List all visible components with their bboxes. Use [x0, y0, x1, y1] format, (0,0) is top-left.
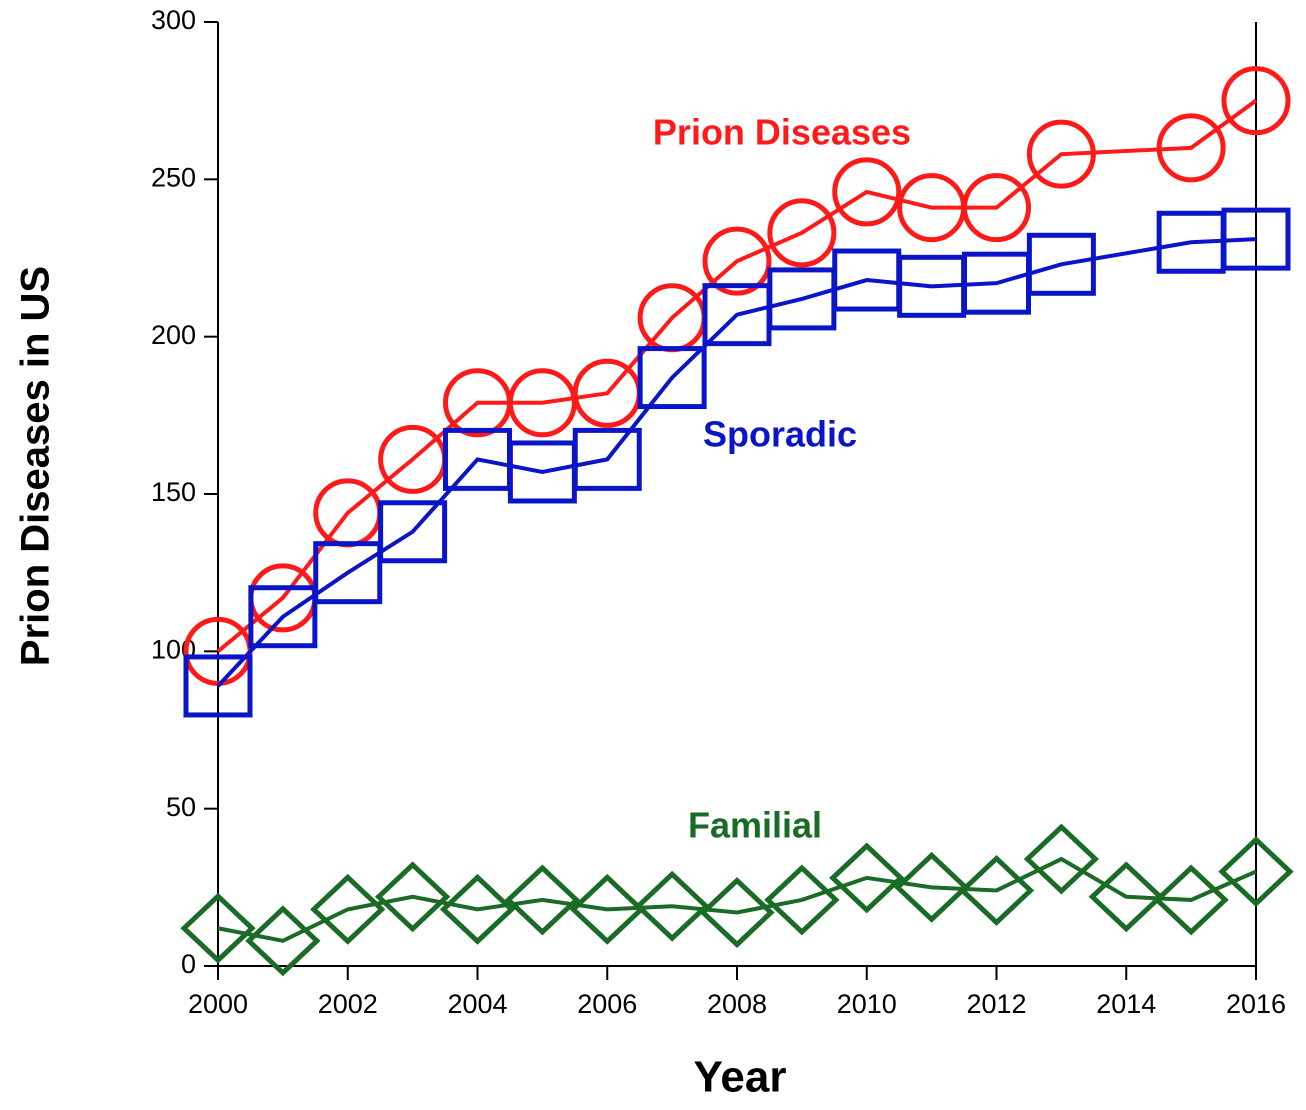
- marker: [310, 873, 386, 945]
- marker: [1221, 207, 1291, 271]
- marker: [634, 870, 710, 942]
- marker: [699, 877, 775, 948]
- series-line: [216, 237, 1257, 688]
- x-axis-label: Year: [694, 1053, 787, 1102]
- marker: [958, 855, 1035, 926]
- y-axis-label: Prion Diseases in US: [14, 266, 58, 666]
- y-tick-label: 300: [151, 5, 196, 35]
- marker: [1088, 861, 1164, 933]
- marker: [572, 427, 642, 491]
- marker: [245, 905, 321, 977]
- marker: [313, 541, 383, 605]
- y-tick-label: 250: [151, 162, 196, 192]
- marker: [767, 198, 837, 268]
- marker: [1218, 836, 1294, 908]
- marker: [180, 892, 256, 964]
- marker: [374, 861, 451, 933]
- y-tick-label: 50: [166, 792, 196, 822]
- y-tick-label: 200: [151, 320, 196, 350]
- marker: [702, 226, 772, 296]
- series-line: [216, 99, 1258, 653]
- x-tick-label: 2012: [966, 989, 1026, 1019]
- marker: [1026, 119, 1096, 189]
- marker: [893, 851, 970, 923]
- marker: [1153, 864, 1229, 936]
- marker: [183, 654, 253, 718]
- marker: [248, 585, 318, 649]
- marker: [829, 842, 905, 914]
- series-label: Sporadic: [703, 414, 857, 455]
- marker: [1221, 66, 1291, 136]
- y-tick-label: 150: [151, 477, 196, 507]
- marker: [504, 864, 581, 936]
- x-tick-label: 2006: [577, 989, 637, 1019]
- marker: [962, 173, 1031, 243]
- marker: [764, 864, 840, 936]
- marker: [1026, 232, 1096, 296]
- marker: [637, 346, 707, 410]
- marker: [378, 500, 448, 564]
- x-tick-label: 2008: [707, 989, 767, 1019]
- x-tick-label: 2004: [447, 989, 507, 1019]
- x-tick-label: 2016: [1226, 989, 1286, 1019]
- x-tick-label: 2010: [837, 989, 897, 1019]
- series-label: Familial: [688, 805, 822, 846]
- marker: [1156, 113, 1226, 183]
- series-label: Prion Diseases: [653, 112, 911, 153]
- marker: [1023, 823, 1100, 895]
- marker: [569, 873, 645, 945]
- x-tick-label: 2000: [188, 989, 248, 1019]
- x-tick-label: 2014: [1096, 989, 1156, 1019]
- x-tick-label: 2002: [318, 989, 378, 1019]
- marker: [439, 873, 516, 945]
- marker: [832, 157, 902, 227]
- y-tick-label: 0: [181, 949, 196, 979]
